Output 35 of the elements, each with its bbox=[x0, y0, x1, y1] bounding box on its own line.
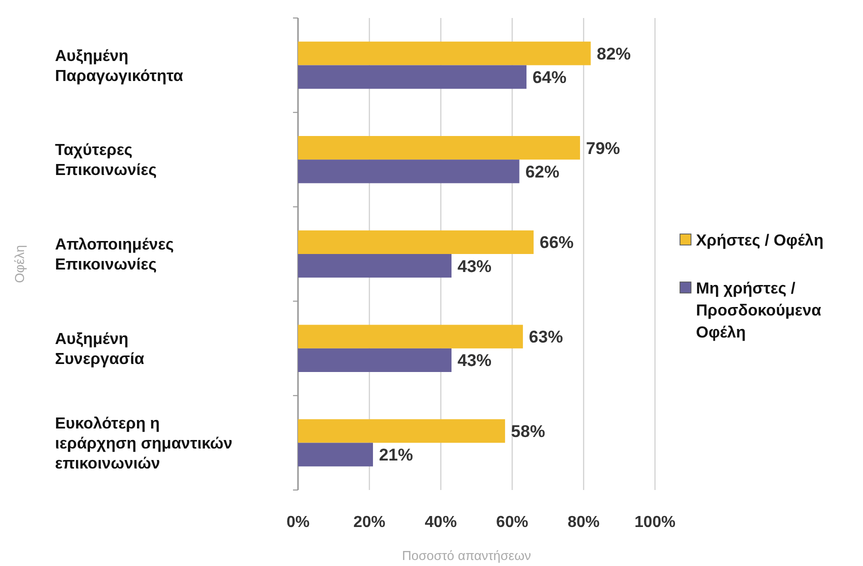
y-tick-label: Αυξημένη Παραγωγικότητα bbox=[55, 48, 184, 85]
data-label: 64% bbox=[532, 68, 567, 87]
y-tick-label: Ευκολότερη η ιεράρχηση σημαντικών επικοινωνιών bbox=[55, 415, 233, 472]
y-tick-label: Αυξημένη Συνεργασία bbox=[55, 331, 144, 368]
data-label: 66% bbox=[540, 233, 574, 252]
data-label: 79% bbox=[586, 138, 620, 158]
data-label: 21% bbox=[378, 446, 413, 465]
bar bbox=[298, 230, 534, 254]
y-tick-label: Απλοποιημένες Επικοινωνίες bbox=[55, 236, 174, 274]
x-tick-label: 60% bbox=[496, 514, 528, 531]
data-label: 43% bbox=[458, 351, 492, 370]
data-label: 63% bbox=[528, 328, 563, 347]
bar bbox=[298, 324, 523, 348]
bar bbox=[298, 348, 452, 372]
y-axis-title: Οφέλη bbox=[12, 244, 27, 284]
x-tick-label: 20% bbox=[353, 514, 386, 531]
bar bbox=[298, 136, 580, 160]
data-label: 82% bbox=[596, 44, 631, 64]
bar bbox=[298, 65, 526, 89]
x-tick-label: 100% bbox=[634, 514, 676, 531]
x-tick-label: 0% bbox=[286, 514, 310, 531]
data-label: 58% bbox=[511, 422, 546, 441]
x-axis-title: Ποσοστό απαντήσεων bbox=[402, 548, 532, 563]
bar bbox=[298, 42, 591, 66]
x-tick-label: 80% bbox=[568, 514, 600, 531]
bar bbox=[298, 419, 506, 443]
legend-label: Χρήστες / Οφέλη bbox=[696, 232, 824, 250]
bar bbox=[298, 442, 373, 466]
y-tick-label: Ταχύτερες Επικοινωνίες bbox=[55, 142, 157, 180]
bar bbox=[298, 160, 520, 184]
legend-label: Μη χρήστες / Προσδοκούμενα Οφέλη bbox=[696, 280, 822, 342]
data-label: 62% bbox=[525, 162, 560, 182]
data-label: 43% bbox=[458, 256, 492, 276]
bar bbox=[298, 254, 452, 278]
x-tick-label: 40% bbox=[424, 514, 457, 531]
